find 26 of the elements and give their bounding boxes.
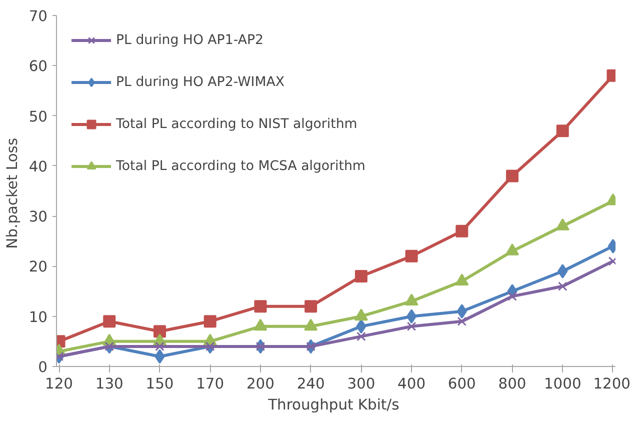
x-tick-label: 170	[196, 376, 224, 392]
y-tick-label: 20	[28, 258, 48, 276]
legend-label: PL during HO AP2-WIMAX	[116, 74, 284, 90]
x-tick-label: 130	[95, 376, 124, 392]
x-tick-label: 400	[398, 376, 426, 392]
legend-label: Total PL according to NIST algorithm	[116, 116, 358, 132]
legend-label: Total PL according to MCSA algorithm	[116, 158, 366, 174]
x-tick-label: 150	[146, 376, 174, 392]
x-tick-label: 200	[246, 376, 274, 392]
y-tick-label: 50	[28, 108, 48, 126]
x-tick-label: 300	[347, 376, 376, 392]
y-tick-label: 30	[28, 208, 48, 226]
x-tick-label: 120	[45, 376, 74, 392]
y-axis-title: Nb.packet Loss	[4, 138, 21, 249]
x-tick-label: 1000	[544, 376, 582, 392]
x-tick-label: 800	[498, 376, 526, 392]
y-tick-label: 10	[28, 308, 48, 326]
legend-label: PL during HO AP1-AP2	[116, 32, 264, 48]
y-tick-label: 0	[38, 359, 48, 376]
x-tick-label: 600	[448, 376, 476, 392]
y-tick-label: 60	[28, 58, 48, 76]
y-tick-label: 40	[28, 158, 48, 176]
x-tick-label: 1200	[593, 376, 631, 392]
x-axis-title: Throughput Kbit/s	[267, 396, 400, 414]
y-tick-label: 70	[28, 8, 48, 25]
x-tick-label: 240	[296, 376, 325, 392]
